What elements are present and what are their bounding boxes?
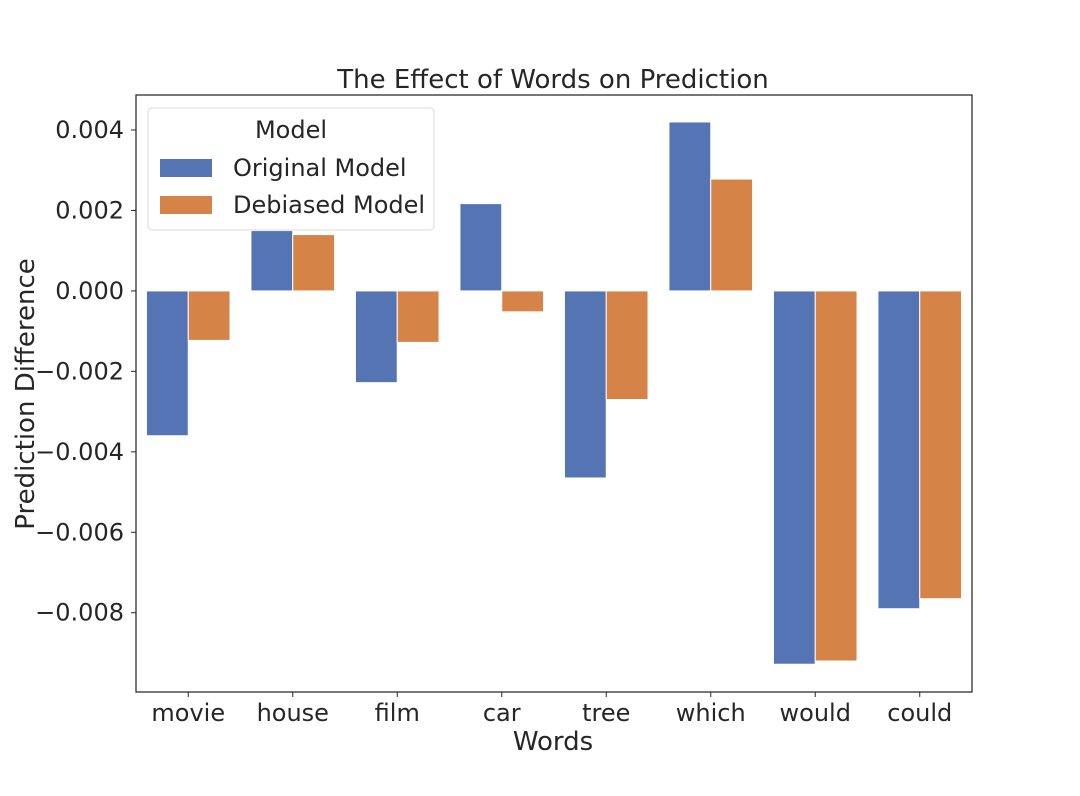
- bar-could-original-model: [877, 290, 921, 610]
- y-tick-label: −0.002: [35, 357, 124, 385]
- y-tick-label: 0.002: [55, 196, 124, 224]
- x-tick-label-car: car: [483, 699, 521, 727]
- x-tick-label-tree: tree: [582, 699, 630, 727]
- y-tick-label: 0.004: [55, 116, 124, 144]
- x-tick-label-house: house: [257, 699, 329, 727]
- bars-layer: [145, 121, 963, 665]
- legend-label-original-model: Original Model: [233, 154, 407, 182]
- x-axis-label: Words: [513, 727, 593, 757]
- legend-label-debiased-model: Debiased Model: [233, 191, 425, 219]
- legend-swatch-debiased-model: [160, 196, 212, 214]
- y-axis: 0.004 0.002 0.000 −0.002 −0.004 −0.006 −0.008: [35, 116, 136, 627]
- y-tick-label: −0.004: [35, 438, 124, 466]
- bar-which-original-model: [668, 121, 712, 292]
- bar-house-debiased-model: [292, 234, 336, 292]
- legend-swatch-original-model: [160, 159, 212, 177]
- bar-could-debiased-model: [919, 290, 963, 600]
- bar-movie-original-model: [145, 290, 189, 437]
- bar-car-original-model: [459, 203, 503, 292]
- legend: Model Original Model Debiased Model: [147, 107, 435, 231]
- bar-movie-debiased-model: [187, 290, 231, 341]
- bar-which-debiased-model: [710, 178, 754, 292]
- x-tick-label-could: could: [887, 699, 952, 727]
- legend-frame: [147, 107, 435, 231]
- x-tick-label-would: would: [780, 699, 851, 727]
- bar-tree-debiased-model: [605, 290, 649, 401]
- plot-frame: [135, 94, 973, 693]
- bar-tree-original-model: [563, 290, 607, 479]
- bar-film-original-model: [354, 290, 398, 384]
- bar-house-original-model: [250, 230, 294, 292]
- y-tick-label: −0.006: [35, 518, 124, 546]
- bar-would-original-model: [772, 290, 816, 665]
- bar-film-debiased-model: [396, 290, 440, 343]
- bar-car-debiased-model: [501, 290, 545, 313]
- legend-title: Model: [255, 116, 327, 144]
- bar-would-debiased-model: [814, 290, 858, 662]
- chart-title: The Effect of Words on Prediction: [336, 65, 769, 95]
- y-tick-label: 0.000: [55, 277, 124, 305]
- x-tick-label-which: which: [676, 699, 746, 727]
- x-axis: movie house film car tree which would could: [151, 692, 952, 727]
- y-axis-label: Prediction Difference: [11, 258, 41, 529]
- x-tick-label-film: film: [375, 699, 420, 727]
- x-tick-label-movie: movie: [151, 699, 225, 727]
- y-tick-label: −0.008: [35, 599, 124, 627]
